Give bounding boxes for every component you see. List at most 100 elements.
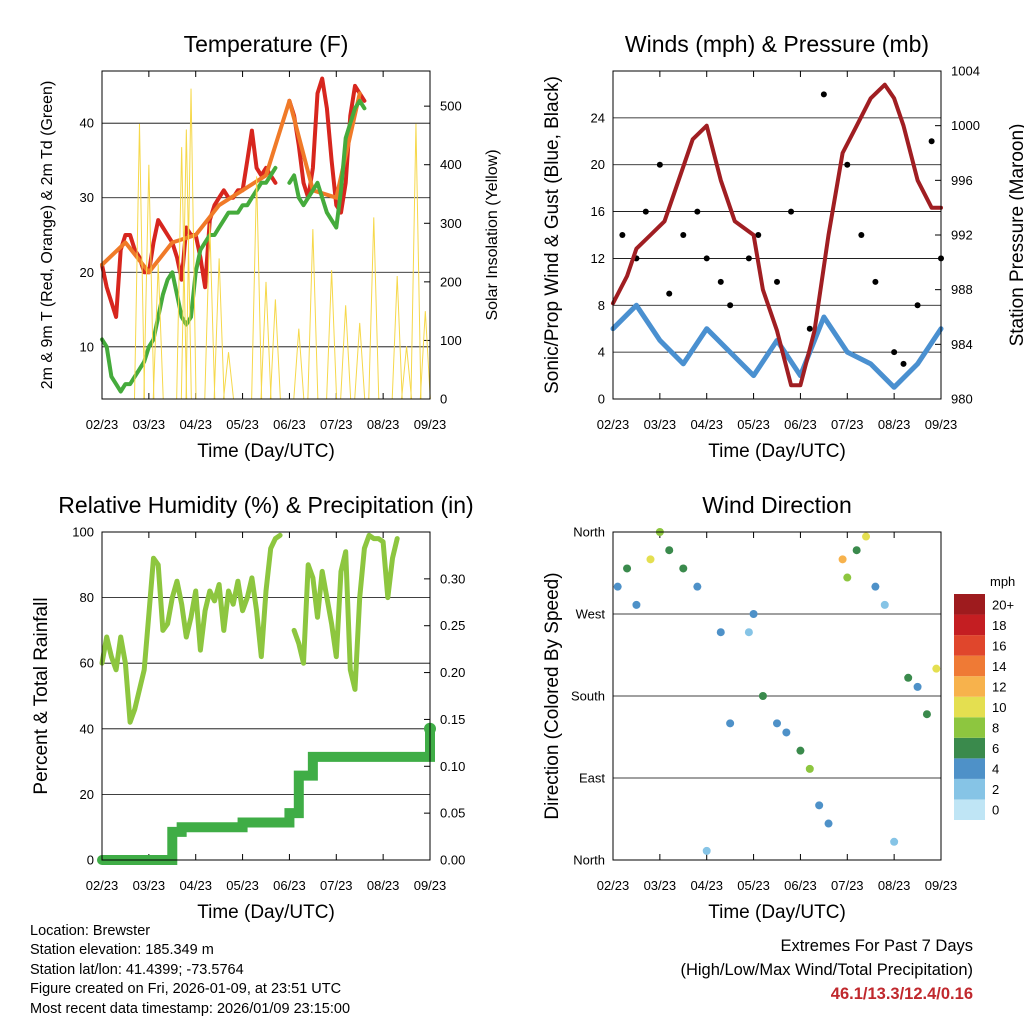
direction-point xyxy=(824,819,833,828)
x-tick-label: 07/23 xyxy=(320,878,353,893)
direction-point xyxy=(890,837,899,846)
x-tick-label: 04/23 xyxy=(690,878,723,893)
colorbar-label: 6 xyxy=(992,741,999,756)
gust-point xyxy=(788,208,795,215)
station-pressure-line xyxy=(611,82,943,388)
y-tick-label: 20 xyxy=(591,157,605,172)
colorbar-swatch xyxy=(954,696,985,718)
direction-point xyxy=(702,846,711,855)
y-tick-label: 10 xyxy=(80,339,94,354)
x-tick-label: 08/23 xyxy=(367,417,400,432)
y-axis-label: 2m & 9m T (Red, Orange) & 2m Td (Green) xyxy=(39,81,56,390)
colorbar-swatch xyxy=(954,778,985,800)
insolation-spike xyxy=(185,88,197,400)
y-right-tick-label: 0.00 xyxy=(440,853,465,868)
direction-point xyxy=(744,628,753,637)
x-tick-label: 09/23 xyxy=(414,417,447,432)
y-tick-label: 80 xyxy=(80,590,94,605)
gust-point xyxy=(872,278,879,285)
extremes-title: Extremes For Past 7 Days xyxy=(780,937,973,955)
x-axis-label: Time (Day/UTC) xyxy=(708,441,846,462)
y-tick-label: 40 xyxy=(80,116,94,131)
direction-point xyxy=(632,600,641,609)
x-tick-label: 05/23 xyxy=(737,417,770,432)
insolation-spike xyxy=(340,305,352,400)
colorbar-label: 20+ xyxy=(992,597,1014,612)
gust-point xyxy=(755,232,762,238)
x-tick-label: 05/23 xyxy=(226,417,259,432)
direction-point xyxy=(871,582,880,591)
y-axis-label: Sonic/Prop Wind & Gust (Blue, Black) xyxy=(542,76,563,394)
x-tick-label: 03/23 xyxy=(644,417,677,432)
x-tick-label: 08/23 xyxy=(878,878,911,893)
y-tick-label: 12 xyxy=(591,251,605,266)
y-right-tick-label: 300 xyxy=(440,216,462,231)
x-tick-label: 02/23 xyxy=(597,878,630,893)
direction-point xyxy=(782,728,791,737)
direction-point xyxy=(913,682,922,691)
location-text: Location: Brewster xyxy=(30,923,151,939)
direction-point xyxy=(852,546,861,555)
direction-point xyxy=(796,746,805,755)
direction-point xyxy=(758,692,767,700)
x-tick-label: 03/23 xyxy=(133,878,166,893)
direction-point xyxy=(679,564,688,573)
panel-title: Winds (mph) & Pressure (mb) xyxy=(625,31,929,57)
insolation-spike xyxy=(391,275,403,400)
y-axis-label: Direction (Colored By Speed) xyxy=(542,572,563,819)
direction-point xyxy=(843,573,852,582)
direction-point xyxy=(749,610,758,618)
direction-point xyxy=(726,719,735,728)
latlon-text: Station lat/lon: 41.4399; -73.5764 xyxy=(30,961,244,978)
insolation-spike xyxy=(251,176,263,400)
colorbar-swatch xyxy=(954,655,985,677)
y-right-tick-label: 1000 xyxy=(951,118,980,133)
direction-point xyxy=(805,764,814,773)
insolation-spike xyxy=(410,123,422,400)
insolation-spike xyxy=(293,328,305,400)
y-right-tick-label: 0.25 xyxy=(440,618,465,633)
y-right-tick-label: 0.05 xyxy=(440,806,465,821)
insolation-spike xyxy=(260,281,272,400)
colorbar-swatch xyxy=(954,676,985,697)
plot-frame xyxy=(101,531,431,861)
y-right-tick-label: 200 xyxy=(440,274,462,289)
x-tick-label: 08/23 xyxy=(878,417,911,432)
x-tick-label: 02/23 xyxy=(597,417,630,432)
insolation-spike xyxy=(326,270,338,400)
gust-point xyxy=(619,232,626,238)
x-tick-label: 06/23 xyxy=(273,878,306,893)
insolation-spike xyxy=(354,322,366,400)
y-tick-label: North xyxy=(573,525,605,540)
y-tick-label: 16 xyxy=(591,204,605,219)
colorbar-swatch xyxy=(954,594,985,615)
direction-point xyxy=(932,664,941,673)
y-tick-label: 0 xyxy=(598,392,605,407)
insolation-spike xyxy=(213,258,225,400)
gust-point xyxy=(928,138,935,145)
y-tick-label: West xyxy=(576,607,606,622)
y-tick-label: South xyxy=(571,689,605,704)
colorbar-label: 14 xyxy=(992,659,1006,674)
colorbar-swatch xyxy=(954,799,985,820)
gust-point xyxy=(717,278,724,285)
x-tick-label: 06/23 xyxy=(784,878,817,893)
precip-line xyxy=(97,723,435,865)
x-axis-label: Time (Day/UTC) xyxy=(708,902,846,923)
x-tick-label: 03/23 xyxy=(644,878,677,893)
y-tick-label: East xyxy=(579,771,605,786)
y-right-tick-label: 1004 xyxy=(951,64,980,79)
x-tick-label: 04/23 xyxy=(690,417,723,432)
insolation-spike xyxy=(419,311,431,400)
x-tick-label: 04/23 xyxy=(179,878,212,893)
y-tick-label: 100 xyxy=(72,525,94,540)
2m-td-line xyxy=(100,98,367,394)
y-right-tick-label: 984 xyxy=(951,337,973,352)
y-tick-label: 24 xyxy=(591,110,605,125)
insolation-spike xyxy=(401,346,413,400)
y-tick-label: 40 xyxy=(80,721,94,736)
insolation-spike xyxy=(307,229,319,400)
direction-point xyxy=(665,546,674,555)
x-tick-label: 03/23 xyxy=(133,417,166,432)
y-right-tick-label: 100 xyxy=(440,333,462,348)
